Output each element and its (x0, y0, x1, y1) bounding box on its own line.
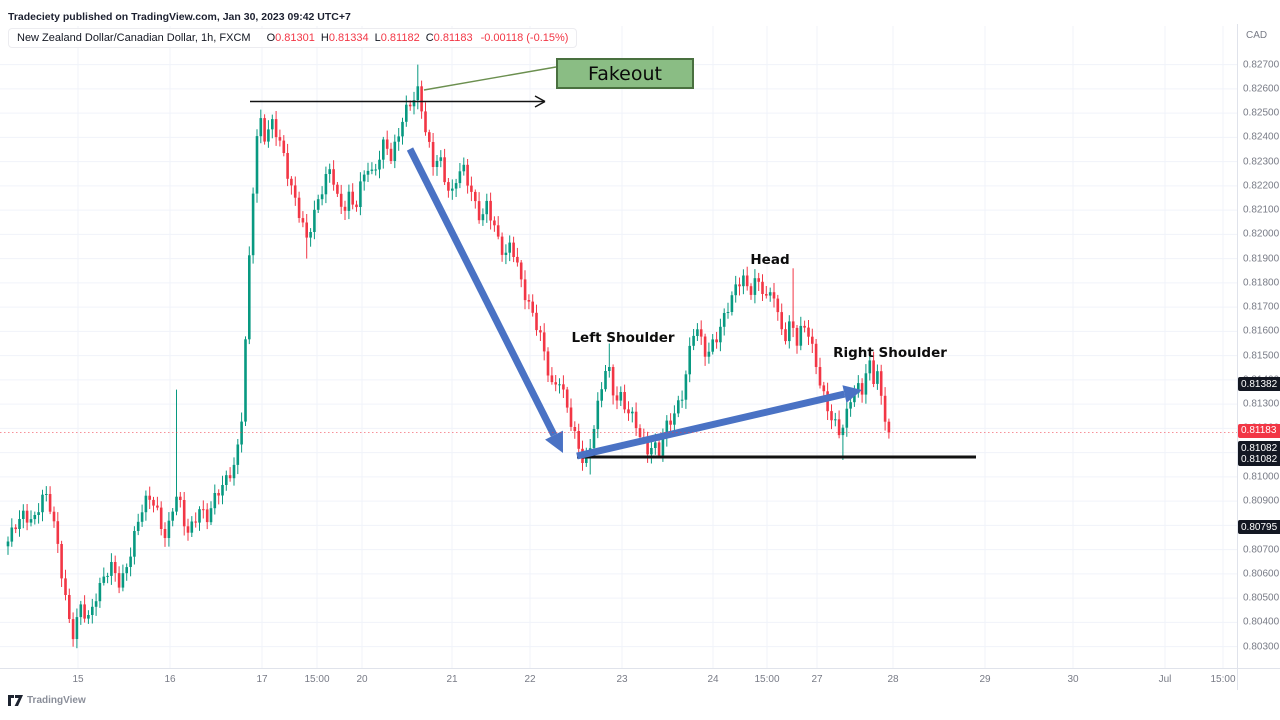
price-tick-label: 0.81700 (1243, 301, 1280, 313)
price-tick-label: 0.82400 (1243, 131, 1280, 143)
fakeout-callout[interactable]: Fakeout (556, 58, 694, 89)
drawing-price-badge: 0.80795 (1238, 520, 1280, 534)
price-tick-label: 0.82300 (1243, 156, 1280, 168)
right-shoulder-label[interactable]: Right Shoulder (833, 345, 947, 361)
time-tick-label: 29 (979, 674, 991, 685)
left-shoulder-label[interactable]: Left Shoulder (571, 330, 675, 346)
price-tick-label: 0.82000 (1243, 228, 1280, 240)
time-tick-label: 15:00 (754, 674, 780, 685)
time-tick-label: 27 (811, 674, 823, 685)
price-tick-label: 0.81600 (1243, 325, 1280, 337)
symbol-title: New Zealand Dollar/Canadian Dollar, 1h, … (17, 32, 251, 44)
ohlc-open-key: O (266, 32, 276, 44)
drawing-price-badge: 0.81082 (1238, 441, 1280, 455)
price-tick-label: 0.80500 (1243, 592, 1280, 604)
ohlc-change: -0.00118 (-0.15%) (480, 32, 569, 44)
price-tick-label: 0.81900 (1243, 253, 1280, 265)
tradingview-logo[interactable]: TradingView (8, 695, 86, 706)
breakout-arrow (576, 385, 862, 460)
head-label[interactable]: Head (750, 252, 790, 268)
time-tick-label: 17 (256, 674, 268, 685)
time-tick-label: 28 (887, 674, 899, 685)
tradingview-logo-text: TradingView (27, 695, 86, 706)
fakeout-connector-line (423, 66, 557, 91)
ohlc-low-key: L (374, 32, 381, 44)
ohlc-close-value: 0.81183 (433, 32, 473, 44)
time-tick-label: 30 (1067, 674, 1079, 685)
price-tick-label: 0.81300 (1243, 398, 1280, 410)
ohlc-high-value: 0.81334 (328, 32, 369, 44)
price-tick-label: 0.82700 (1243, 59, 1280, 71)
symbol-legend[interactable]: New Zealand Dollar/Canadian Dollar, 1h, … (8, 28, 578, 48)
price-tick-label: 0.81000 (1243, 471, 1280, 483)
time-tick-label: 20 (356, 674, 368, 685)
ohlc-close-key: C (425, 32, 434, 44)
price-tick-label: 0.82600 (1243, 83, 1280, 95)
time-tick-label: 15 (72, 674, 84, 685)
time-tick-label: 24 (707, 674, 719, 685)
drawing-price-badge: 0.81082 (1238, 452, 1280, 466)
price-tick-label: 0.81500 (1243, 350, 1280, 362)
quote-currency-label: CAD (1246, 30, 1268, 41)
time-tick-label: 21 (446, 674, 458, 685)
published-attribution: Tradeciety published on TradingView.com,… (8, 11, 351, 23)
time-tick-label: 23 (616, 674, 628, 685)
price-tick-label: 0.80300 (1243, 641, 1280, 653)
time-axis-border (0, 668, 1280, 669)
tradingview-logo-icon (8, 695, 23, 706)
time-tick-label: 16 (164, 674, 176, 685)
price-tick-label: 0.82500 (1243, 107, 1280, 119)
price-tick-label: 0.82100 (1243, 204, 1280, 216)
price-axis-border (1237, 24, 1238, 690)
ohlc-low-value: 0.81182 (380, 32, 420, 44)
time-tick-label: 15:00 (304, 674, 330, 685)
current-price-badge: 0.81183 (1238, 423, 1280, 438)
resistance-arrow-line (250, 95, 546, 108)
price-tick-label: 0.81800 (1243, 277, 1280, 289)
time-tick-label: 22 (524, 674, 536, 685)
ohlc-open-value: 0.81301 (275, 32, 315, 44)
price-tick-label: 0.80600 (1243, 568, 1280, 580)
downtrend-arrow (406, 147, 563, 453)
price-tick-label: 0.80400 (1243, 616, 1280, 628)
price-tick-label: 0.80900 (1243, 495, 1280, 507)
time-tick-label: 15:00 (1210, 674, 1236, 685)
price-tick-label: 0.80700 (1243, 544, 1280, 556)
price-tick-label: 0.82200 (1243, 180, 1280, 192)
drawing-price-badge: 0.81382 (1238, 377, 1280, 391)
ohlc-high-key: H (320, 32, 329, 44)
time-tick-label: Jul (1158, 674, 1172, 685)
